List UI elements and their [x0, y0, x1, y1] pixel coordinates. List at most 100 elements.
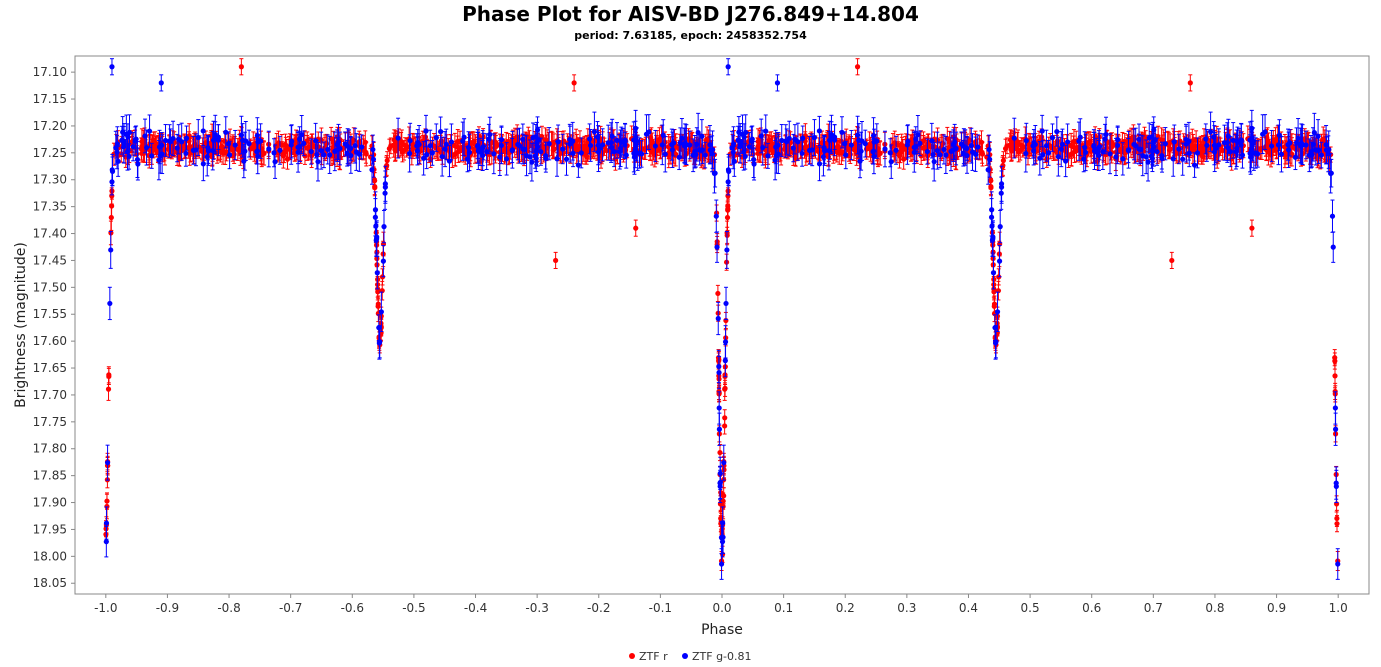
ztf-g-point [1268, 129, 1275, 163]
ztf-g-point [917, 130, 923, 157]
x-tick-label: 0.8 [1205, 601, 1224, 615]
ztf-g-point [460, 121, 466, 161]
ztf-g-point [359, 134, 365, 160]
chart-title: Phase Plot for AISV-BD J276.849+14.804 [462, 2, 919, 26]
ztf-g-point [554, 140, 560, 177]
ztf-g-point [443, 128, 449, 161]
ztf-g-point [1278, 135, 1285, 173]
chart-subtitle: period: 7.63185, epoch: 2458352.754 [574, 29, 807, 42]
ztf-g-point [277, 135, 283, 165]
ztf-g-point [438, 116, 444, 147]
y-tick-label: 17.40 [33, 227, 67, 241]
ztf-g-point [195, 119, 201, 156]
ztf-g-point [1318, 141, 1324, 169]
ztf-g-point [717, 469, 723, 504]
x-tick-label: -0.5 [402, 601, 425, 615]
ztf-g-point [990, 220, 996, 254]
ztf-r-point [722, 379, 728, 397]
ztf-g-point [433, 123, 439, 152]
ztf-g-point [1125, 137, 1131, 164]
ztf-g-point [321, 141, 327, 169]
ztf-r-point [1013, 138, 1019, 158]
ztf-g-point [622, 131, 628, 159]
x-tick-label: -0.9 [156, 601, 179, 615]
ztf-g-point [427, 129, 433, 162]
ztf-g-point [1049, 123, 1056, 152]
ztf-g-point [715, 301, 721, 336]
ztf-r-point [553, 251, 559, 270]
ztf-g-point [382, 170, 388, 204]
ztf-g-point [424, 140, 430, 170]
ztf-g-point [996, 244, 1003, 278]
ztf-g-point [1234, 129, 1240, 168]
ztf-g-point [1039, 114, 1045, 148]
ztf-g-point [193, 133, 199, 167]
ztf-g-point [652, 129, 658, 163]
ztf-g-point [1120, 142, 1126, 176]
ztf-g-point [156, 139, 162, 181]
ztf-g-point [509, 137, 515, 164]
x-tick-label: -0.2 [587, 601, 610, 615]
ztf-g-point [486, 123, 492, 155]
ztf-g-point [594, 121, 601, 154]
y-axis: 17.10 17.15 17.20 17.25 17.30 17.35 17.40 17.45… [33, 65, 75, 590]
ztf-g-point [522, 134, 528, 164]
ztf-g-point [930, 139, 936, 170]
ztf-g-point [255, 138, 261, 175]
ztf-g-point [563, 142, 570, 176]
ztf-g-point [378, 291, 384, 332]
ztf-g-point [215, 124, 221, 157]
ztf-g-point [911, 132, 917, 173]
x-tick-label: 0.5 [1021, 601, 1040, 615]
ztf-g-point [676, 144, 682, 171]
ztf-g-point [1313, 134, 1319, 166]
ztf-g-point [1037, 141, 1043, 176]
ztf-g-point [504, 142, 510, 176]
ztf-g-point [958, 131, 964, 157]
ztf-g-point [1011, 117, 1017, 159]
ztf-r-point [721, 487, 727, 505]
ztf-g-point [772, 139, 778, 181]
ztf-g-point [599, 128, 606, 162]
ztf-r-point [1197, 135, 1204, 157]
ztf-g-point [356, 136, 362, 172]
ztf-g-point [374, 256, 380, 290]
ztf-g-point [632, 120, 639, 158]
ztf-g-point [595, 125, 601, 166]
ztf-g-point [816, 146, 823, 182]
ztf-g-point [480, 140, 486, 172]
y-tick-label: 17.75 [33, 415, 67, 429]
y-tick-label: 18.00 [33, 549, 67, 563]
ztf-g-point [162, 124, 169, 157]
ztf-g-point [348, 137, 354, 174]
ztf-r-point [1004, 137, 1010, 155]
ztf-g-point [1329, 199, 1336, 233]
ztf-g-point [121, 123, 127, 164]
y-tick-label: 17.80 [33, 442, 67, 456]
ztf-g-point [811, 119, 818, 156]
ztf-g-point [1143, 139, 1149, 175]
ztf-g-point [183, 125, 190, 151]
ztf-g-point [1230, 122, 1236, 159]
ztf-g-point [1323, 136, 1330, 164]
ztf-g-point [381, 209, 387, 244]
ztf-g-point [1096, 140, 1102, 172]
ztf-r-point [581, 135, 587, 157]
ztf-g-point [679, 118, 685, 159]
ztf-g-point [308, 138, 314, 165]
ztf-g-point [784, 128, 790, 155]
x-tick-label: -0.7 [279, 601, 302, 615]
ztf-g-point [1333, 469, 1339, 504]
y-tick-label: 17.55 [33, 307, 67, 321]
ztf-g-point [760, 129, 766, 166]
ztf-g-point [659, 124, 665, 166]
ztf-g-point [170, 120, 176, 157]
ztf-g-point [104, 444, 111, 481]
y-tick-label: 17.30 [33, 173, 67, 187]
ztf-g-point [915, 115, 921, 155]
ztf-g-point [792, 124, 798, 155]
ztf-g-point [618, 126, 624, 158]
y-tick-label: 17.70 [33, 388, 67, 402]
ztf-g-point [855, 115, 861, 155]
